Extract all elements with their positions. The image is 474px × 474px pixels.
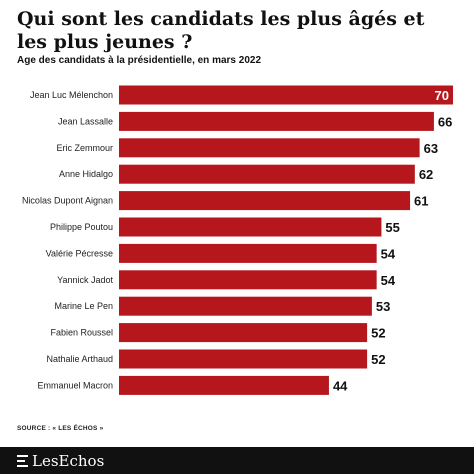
category-label: Marine Le Pen	[54, 301, 113, 311]
bar-row: Nicolas Dupont Aignan 61	[22, 191, 429, 211]
category-label: Eric Zemmour	[56, 143, 113, 153]
category-label: Valérie Pécresse	[46, 248, 113, 258]
chart-title: Qui sont les candidats les plus âgés et …	[17, 8, 425, 53]
bar-row: Yannick Jadot 54	[57, 270, 396, 290]
brand-name: LesEchos	[32, 452, 105, 470]
footer-bar: LesEchos	[0, 447, 474, 474]
value-label: 52	[371, 326, 385, 341]
value-label: 53	[376, 299, 390, 314]
bar-row: Fabien Roussel 52	[50, 323, 386, 343]
value-label: 62	[419, 167, 433, 182]
bar	[119, 349, 368, 369]
bar	[119, 138, 420, 158]
chart-subtitle: Age des candidats à la présidentielle, e…	[17, 55, 261, 66]
bar-row: Valérie Pécresse 54	[46, 243, 396, 263]
bar-row: Jean Lassalle 66	[58, 111, 452, 131]
bar	[119, 191, 411, 211]
brand-logo: LesEchos	[17, 452, 104, 470]
value-label: 54	[381, 273, 396, 288]
value-label: 44	[333, 378, 348, 393]
category-label: Jean Luc Mélenchon	[30, 90, 113, 100]
category-label: Anne Hidalgo	[59, 169, 113, 179]
bar-row: Philippe Poutou 55	[50, 217, 400, 237]
value-label: 63	[424, 141, 438, 156]
bar	[119, 323, 368, 343]
category-label: Nicolas Dupont Aignan	[22, 196, 113, 206]
value-label: 55	[385, 220, 399, 235]
category-label: Philippe Poutou	[50, 222, 113, 232]
bar	[119, 111, 434, 131]
category-label: Fabien Roussel	[50, 328, 113, 338]
value-label: 70	[435, 88, 449, 103]
bar	[119, 85, 453, 105]
value-label: 52	[371, 352, 385, 367]
bar-row: Jean Luc Mélenchon 70	[30, 85, 453, 105]
bar-row: Anne Hidalgo 62	[59, 164, 433, 184]
category-label: Nathalie Arthaud	[46, 354, 113, 364]
source-note: SOURCE : « LES ÉCHOS »	[17, 425, 104, 432]
bar	[119, 164, 415, 184]
bar-row: Eric Zemmour 63	[56, 138, 438, 158]
bar-row: Marine Le Pen 53	[54, 296, 390, 316]
bar	[119, 217, 382, 237]
bar-row: Emmanuel Macron 44	[37, 375, 348, 395]
bar	[119, 296, 372, 316]
bar	[119, 270, 377, 290]
bar	[119, 243, 377, 263]
category-label: Emmanuel Macron	[37, 380, 113, 390]
value-label: 61	[414, 194, 428, 209]
category-label: Jean Lassalle	[58, 116, 113, 126]
echos-logo-icon	[17, 455, 28, 467]
value-label: 54	[381, 246, 396, 261]
value-label: 66	[438, 114, 452, 129]
bar-row: Nathalie Arthaud 52	[46, 349, 386, 369]
bar	[119, 375, 329, 395]
category-label: Yannick Jadot	[57, 275, 113, 285]
